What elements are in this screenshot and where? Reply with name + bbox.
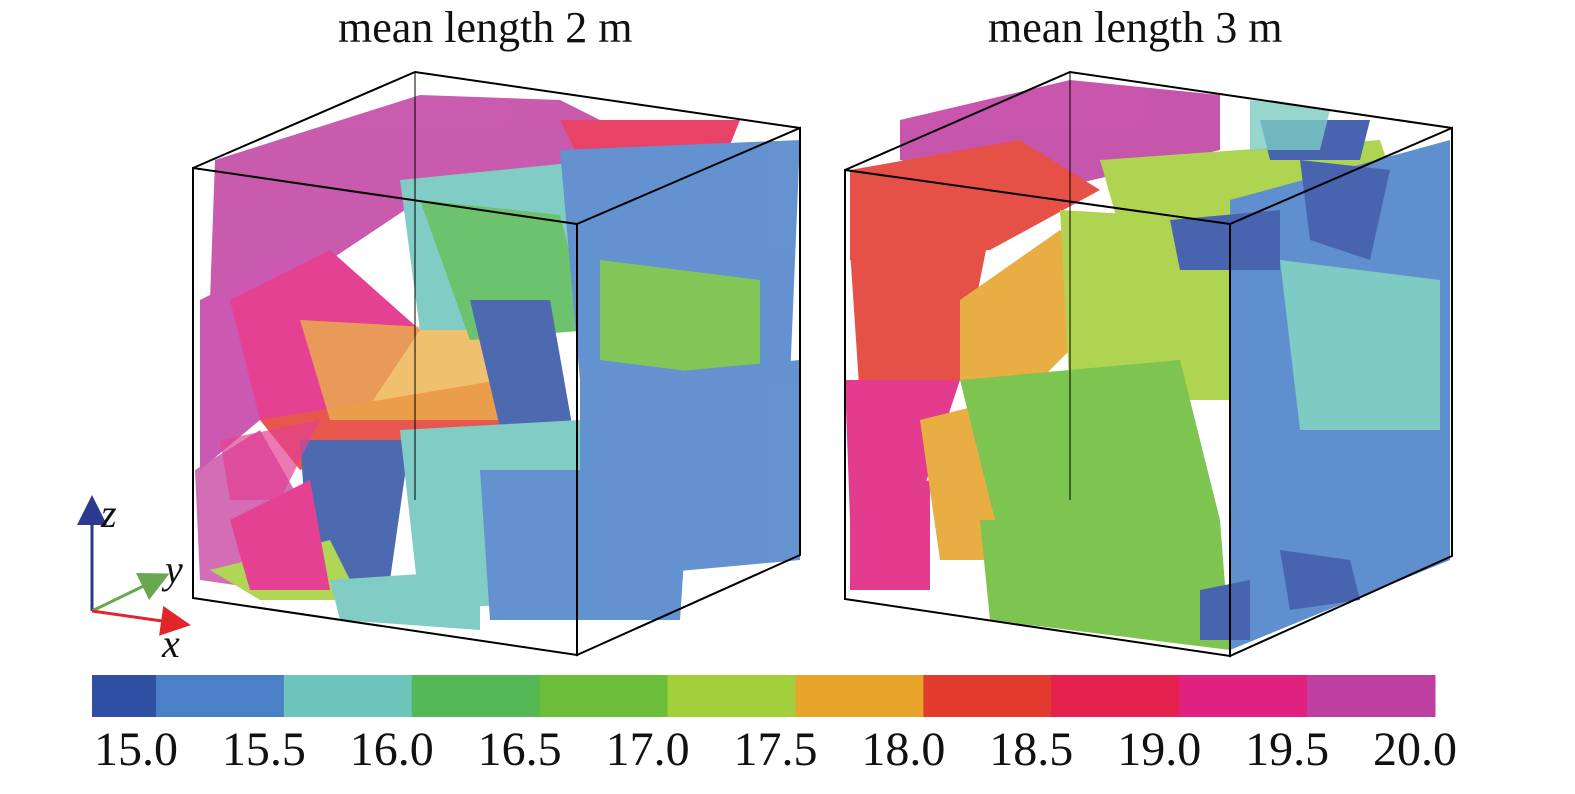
panel-title-left: mean length 2 m: [338, 3, 633, 52]
fracture-plane: [330, 570, 480, 630]
y-axis-label: y: [165, 547, 183, 592]
colorbar-tick-label: 15.5: [221, 723, 306, 776]
fracture-plane: [230, 480, 330, 590]
colorbar-segment: [539, 675, 669, 717]
colorbar-tick-label: 20.0: [1373, 723, 1457, 776]
fracture-plane: [1200, 580, 1250, 640]
colorbar-segment: [1179, 675, 1308, 717]
fracture-plane: [480, 470, 690, 620]
panel-title-right: mean length 3 m: [988, 3, 1283, 52]
colorbar-segment: [411, 675, 541, 717]
fracture-plane: [850, 230, 990, 400]
fracture-plane: [1280, 260, 1440, 430]
axis-triad: [77, 495, 191, 636]
colorbar-segment: [155, 675, 285, 717]
fracture-plane: [980, 520, 1230, 650]
colorbar-tick-label: 18.0: [861, 723, 946, 776]
colorbar-tick-label: 16.0: [349, 723, 434, 776]
colorbar: [92, 675, 1436, 717]
colorbar-tick-label: 18.5: [989, 723, 1074, 776]
fracture-plane: [850, 140, 1100, 260]
fracture-plane: [600, 260, 760, 380]
colorbar-segment: [1051, 675, 1180, 717]
colorbar-segment: [1307, 675, 1436, 717]
z-axis-label: z: [101, 491, 117, 536]
colorbar-segment: [795, 675, 924, 717]
colorbar-segment: [667, 675, 796, 717]
colorbar-segment: [92, 675, 157, 717]
fracture-plane: [220, 420, 320, 500]
colorbar-tick-label: 19.5: [1245, 723, 1330, 776]
fracture-plane: [1280, 550, 1360, 610]
fracture-plane: [300, 320, 500, 420]
fracture-cube-left: [192, 70, 801, 657]
colorbar-segment: [283, 675, 413, 717]
fracture-plane: [1170, 210, 1280, 270]
fracture-cube-right: [844, 70, 1453, 658]
colorbar-tick-label: 16.5: [477, 723, 562, 776]
x-axis-label: x: [162, 621, 180, 666]
fracture-plane: [960, 360, 1220, 540]
x-axis-arrow: [91, 606, 191, 636]
fracture-plane: [845, 380, 960, 520]
colorbar-tick-label: 19.0: [1117, 723, 1202, 776]
colorbar-tick-label: 15.0: [93, 723, 178, 776]
colorbar-segment: [923, 675, 1052, 717]
y-axis-arrow: [91, 573, 170, 613]
colorbar-tick-label: 17.5: [733, 723, 818, 776]
fracture-plane: [1250, 100, 1330, 150]
colorbar-tick-label: 17.0: [605, 723, 690, 776]
fracture-plane: [850, 480, 930, 590]
